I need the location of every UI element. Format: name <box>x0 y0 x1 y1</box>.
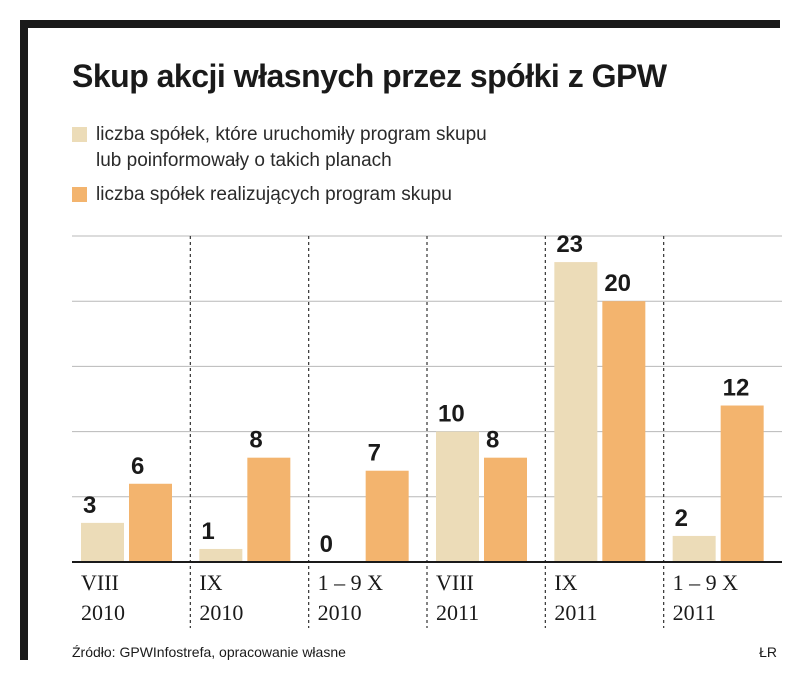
bar-value-label: 1 <box>201 518 214 545</box>
category-label: 1 – 9 X <box>318 570 384 595</box>
bar-value-label: 8 <box>486 427 499 454</box>
bar-executing <box>602 301 646 562</box>
legend-label-announced-line1: liczba spółek, które uruchomiły program … <box>96 124 487 145</box>
bar-value-label: 23 <box>556 231 583 258</box>
legend-swatch-executing <box>72 187 87 202</box>
bar-value-label: 6 <box>131 453 144 480</box>
category-year-label: 2010 <box>199 600 243 625</box>
category-year-label: 2011 <box>436 600 479 625</box>
bar-executing <box>247 457 291 562</box>
category-year-label: 2010 <box>318 600 362 625</box>
bar-executing <box>484 457 527 562</box>
bar-value-label: 2 <box>675 505 688 532</box>
legend-label-executing: liczba spółek realizujących program skup… <box>96 184 452 205</box>
bar-value-label: 7 <box>368 440 381 467</box>
legend-item-announced: liczba spółek, które uruchomiły program … <box>72 122 487 174</box>
legend-swatch-announced <box>72 127 87 142</box>
bar-value-label: 0 <box>320 531 333 558</box>
category-label: VIII <box>436 570 474 595</box>
bar-executing <box>720 405 764 562</box>
frame-left-bar <box>20 20 28 660</box>
bar-announced <box>199 548 243 562</box>
category-year-label: 2011 <box>673 600 716 625</box>
author-initials: ŁR <box>759 644 777 660</box>
legend-label-announced-line2: lub poinformowały o takich planach <box>96 150 392 171</box>
bar-value-label: 20 <box>604 270 631 297</box>
bar-value-label: 12 <box>723 375 750 402</box>
frame-top-bar <box>20 20 780 28</box>
legend-item-executing: liczba spółek realizujących program skup… <box>72 182 487 208</box>
bar-announced <box>554 262 598 562</box>
category-year-label: 2010 <box>81 600 125 625</box>
bar-announced <box>436 431 479 562</box>
category-year-label: 2011 <box>554 600 597 625</box>
category-label: 1 – 9 X <box>673 570 739 595</box>
category-label: IX <box>199 570 222 595</box>
bar-value-label: 3 <box>83 492 96 519</box>
bar-announced <box>81 522 124 562</box>
category-label: IX <box>554 570 577 595</box>
bar-announced <box>672 535 716 562</box>
chart-legend: liczba spółek, które uruchomiły program … <box>72 122 487 208</box>
bar-value-label: 10 <box>438 401 465 428</box>
category-label: VIII <box>81 570 119 595</box>
chart-title: Skup akcji własnych przez spółki z GPW <box>72 58 667 94</box>
source-note: Źródło: GPWInfostrefa, opracowanie własn… <box>72 644 346 660</box>
bar-executing <box>129 483 172 562</box>
bar-executing <box>365 470 409 562</box>
bar-value-label: 8 <box>249 427 262 454</box>
